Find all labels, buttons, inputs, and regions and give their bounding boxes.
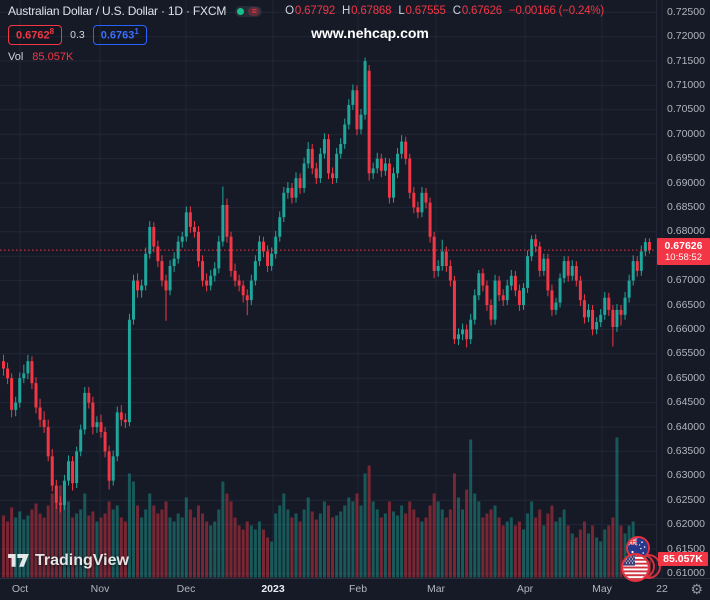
australia-flag-icon bbox=[628, 538, 648, 558]
price-tick-label: 0.70000 bbox=[667, 127, 705, 140]
tradingview-logo[interactable]: TradingView bbox=[8, 552, 129, 570]
high-label: H bbox=[342, 5, 351, 17]
volume-badge: 85.057K bbox=[658, 552, 708, 566]
price-tick-label: 0.72000 bbox=[667, 30, 705, 43]
tradingview-logo-icon bbox=[8, 553, 29, 567]
price-tick-label: 0.72500 bbox=[667, 5, 705, 18]
currency-pair-flags bbox=[616, 537, 668, 585]
sell-bid-button[interactable]: 0.67628 bbox=[8, 25, 63, 45]
price-tick-label: 0.71500 bbox=[667, 54, 705, 67]
price-tick-label: 0.61500 bbox=[667, 542, 705, 555]
volume-value: 85.057K bbox=[32, 50, 74, 63]
price-tick-label: 0.71000 bbox=[667, 78, 705, 91]
low-value: 0.67555 bbox=[405, 5, 446, 17]
last-price-value: 0.67626 bbox=[664, 240, 703, 252]
time-tick-label: Oct bbox=[11, 583, 29, 595]
price-tick-label: 0.66000 bbox=[667, 322, 705, 335]
price-tick-label: 0.67000 bbox=[667, 274, 705, 287]
chart-legend: Australian Dollar / U.S. Dollar · 1D · F… bbox=[8, 4, 604, 63]
price-tick-label: 0.65000 bbox=[667, 371, 705, 384]
time-axis[interactable]: ⚙ Oct Nov Dec 2023 Feb Mar Apr May 22 bbox=[0, 578, 710, 600]
price-tick-label: 0.70500 bbox=[667, 103, 705, 116]
price-tick-label: 0.68000 bbox=[667, 225, 705, 238]
time-tick-label: Nov bbox=[90, 583, 110, 595]
buy-ask-button[interactable]: 0.67631 bbox=[92, 25, 147, 45]
volume-badge-value: 85.057K bbox=[663, 553, 703, 565]
time-tick-label: Mar bbox=[426, 583, 446, 595]
ohlc-values: O 0.67792 H 0.67868 L 0.67555 C 0.67626 −0.0… bbox=[285, 5, 604, 17]
time-tick-label: 2023 bbox=[261, 583, 285, 595]
price-axis[interactable]: 0.72500 0.72000 0.71500 0.71000 0.70500 0.700… bbox=[656, 0, 710, 579]
low-label: L bbox=[398, 5, 405, 17]
price-tick-label: 0.64500 bbox=[667, 396, 705, 409]
time-tick-label: Apr bbox=[516, 583, 534, 595]
time-tick-label: May bbox=[592, 583, 612, 595]
time-tick-label: 22 bbox=[656, 583, 668, 595]
price-tick-label: 0.69500 bbox=[667, 152, 705, 165]
settings-gear-icon[interactable]: ⚙ bbox=[690, 581, 703, 597]
price-tick-label: 0.62500 bbox=[667, 493, 705, 506]
symbol-title[interactable]: Australian Dollar / U.S. Dollar · 1D · F… bbox=[8, 4, 227, 18]
price-tick-label: 0.65500 bbox=[667, 347, 705, 360]
high-value: 0.67868 bbox=[351, 5, 392, 17]
market-status-toggle[interactable]: ≡ bbox=[235, 5, 263, 17]
open-label: O bbox=[285, 5, 294, 17]
price-tick-label: 0.61000 bbox=[667, 566, 705, 579]
price-tick-label: 0.64000 bbox=[667, 420, 705, 433]
last-price-badge: 0.67626 10:58:52 bbox=[657, 238, 710, 265]
price-tick-label: 0.63000 bbox=[667, 469, 705, 482]
time-tick-label: Feb bbox=[348, 583, 368, 595]
tradingview-logo-text: TradingView bbox=[35, 552, 129, 569]
change-value: −0.00166 (−0.24%) bbox=[508, 5, 605, 17]
bar-countdown: 10:58:52 bbox=[665, 252, 702, 263]
close-value: 0.67626 bbox=[461, 5, 502, 17]
time-tick-label: Dec bbox=[176, 583, 196, 595]
price-tick-label: 0.66500 bbox=[667, 298, 705, 311]
volume-indicator-legend[interactable]: Vol 85.057K bbox=[8, 51, 604, 63]
price-tick-label: 0.63500 bbox=[667, 444, 705, 457]
menu-lines-icon: ≡ bbox=[248, 6, 261, 16]
close-label: C bbox=[452, 5, 461, 17]
watermark-text: www.nehcap.com bbox=[311, 25, 429, 41]
volume-label: Vol bbox=[8, 50, 24, 63]
spread-value: 0.3 bbox=[70, 28, 85, 41]
open-value: 0.67792 bbox=[294, 5, 336, 17]
us-flag-icon bbox=[623, 555, 648, 580]
price-tick-label: 0.68500 bbox=[667, 200, 705, 213]
price-tick-label: 0.69000 bbox=[667, 176, 705, 189]
status-dot-icon bbox=[237, 7, 245, 15]
price-tick-label: 0.62000 bbox=[667, 518, 705, 531]
